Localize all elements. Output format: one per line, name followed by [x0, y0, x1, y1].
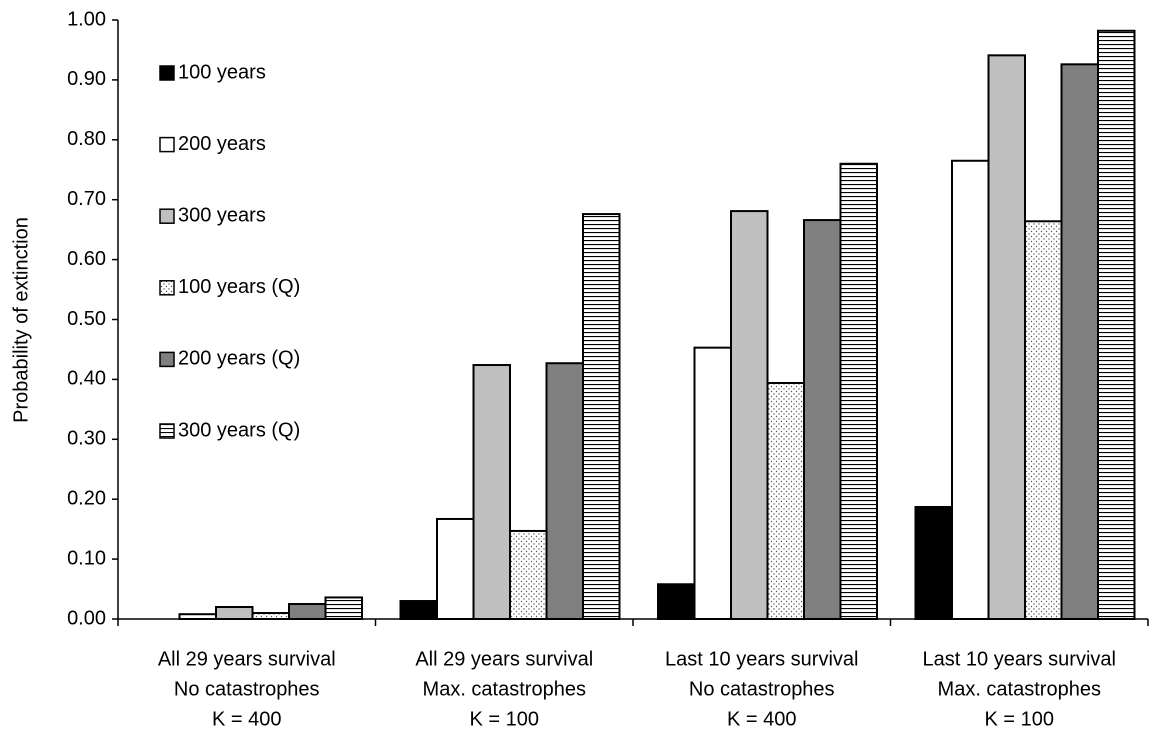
bar — [509, 529, 548, 621]
bar — [399, 600, 438, 621]
y-tick-label: 0.90 — [67, 68, 106, 90]
x-tick-label: No catastrophes — [689, 678, 835, 700]
legend-swatch — [159, 423, 175, 439]
bar — [472, 364, 511, 620]
bar — [436, 517, 475, 620]
bar — [693, 346, 732, 620]
y-tick-label: 0.70 — [67, 188, 106, 210]
legend-label: 200 years (Q) — [178, 348, 300, 370]
x-tick-label: K = 100 — [984, 708, 1054, 730]
bar — [1060, 63, 1099, 621]
x-tick-label: Last 10 years survival — [923, 648, 1116, 670]
x-tick-label: Max. catastrophes — [938, 678, 1101, 700]
legend-label: 100 years (Q) — [178, 276, 300, 298]
legend-swatch — [159, 136, 175, 153]
bar — [251, 612, 290, 621]
legend-swatch — [159, 351, 175, 368]
y-tick-label: 0.80 — [67, 128, 106, 150]
legend-label: 300 years — [178, 204, 266, 226]
x-tick-label: All 29 years survival — [158, 648, 336, 670]
bar — [1024, 220, 1063, 620]
bar — [657, 583, 696, 620]
x-tick-label: No catastrophes — [174, 678, 320, 700]
legend-label: 300 years (Q) — [178, 419, 300, 441]
legend-swatch — [159, 280, 175, 296]
x-tick-label: Max. catastrophes — [423, 678, 586, 700]
bar — [803, 219, 842, 620]
y-tick-label: 0.50 — [67, 308, 106, 330]
x-tick-label: All 29 years survival — [415, 648, 593, 670]
y-tick-label: 0.10 — [67, 547, 106, 569]
x-tick-label: K = 100 — [469, 708, 539, 730]
x-tick-label: K = 400 — [727, 708, 797, 730]
bar — [1097, 29, 1136, 621]
x-tick-label: Last 10 years survival — [665, 648, 858, 670]
bar — [766, 381, 805, 620]
y-tick-label: 0.40 — [67, 368, 106, 390]
legend-label: 100 years — [178, 61, 266, 83]
bar — [324, 596, 363, 620]
bar — [545, 362, 584, 620]
y-tick-label: 1.00 — [67, 8, 106, 30]
bar — [582, 213, 621, 621]
y-tick-label: 0.30 — [67, 428, 106, 450]
y-tick-label: 0.60 — [67, 248, 106, 270]
bar — [288, 603, 327, 621]
bar — [215, 606, 254, 621]
y-axis-label: Probability of extinction — [10, 217, 32, 423]
legend-label: 200 years — [178, 133, 266, 155]
y-tick-label: 0.00 — [67, 607, 106, 629]
bar — [839, 162, 878, 620]
bar — [987, 54, 1026, 620]
legend-swatch — [159, 208, 175, 224]
y-tick-label: 0.20 — [67, 487, 106, 509]
bar — [730, 210, 769, 620]
legend-swatch — [159, 65, 175, 81]
x-tick-label: K = 400 — [212, 708, 282, 730]
bar — [951, 159, 990, 620]
bar — [914, 505, 953, 620]
